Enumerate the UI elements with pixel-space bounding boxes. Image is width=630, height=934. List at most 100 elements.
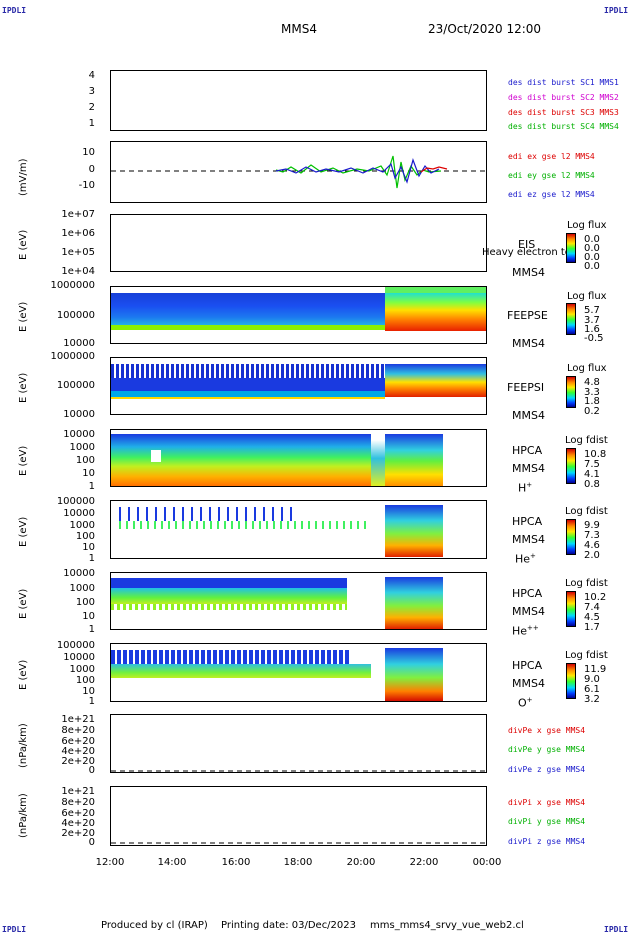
ytick: 100000 — [56, 310, 95, 321]
panel-hpca-he — [110, 500, 487, 559]
ytick: 3 — [88, 86, 95, 97]
ytick: 6e+20 — [61, 736, 95, 747]
ylabel-hpca-o: E (eV) — [18, 659, 29, 690]
sc-hpca-o: MMS4 — [512, 677, 545, 690]
colorbar-hpca-h — [566, 448, 576, 484]
panel-feepsi — [110, 357, 487, 415]
cbar-title-hpca-he: Log fdist — [565, 506, 608, 517]
ytick: 1000 — [69, 442, 95, 453]
legend-divpi-y: divPi y gse MMS4 — [508, 817, 586, 826]
xtick: 14:00 — [157, 857, 187, 868]
ytick: 4e+20 — [61, 746, 95, 757]
cbar-value: 5.7 — [584, 305, 600, 316]
legend-edi-ex: edi ex gse l2 MMS4 — [508, 152, 595, 161]
hpca-hepp-spectro-active — [385, 577, 443, 629]
instrument-hpca-o: HPCA — [512, 659, 543, 672]
ytick: 4e+20 — [61, 818, 95, 829]
sc-hpca-h: MMS4 — [512, 462, 545, 475]
ytick: 1 — [88, 624, 95, 635]
panel-eis — [110, 214, 487, 272]
corner-label-tl: IPDLI — [2, 6, 27, 15]
feepse-band — [111, 325, 385, 330]
panel-divpi — [110, 786, 487, 846]
cbar-value: 0.8 — [584, 479, 600, 490]
ylabel-divpi: (nPa/km) — [18, 793, 29, 838]
xtick: 12:00 — [95, 857, 125, 868]
instrument-hpca-hepp: HPCA — [512, 587, 543, 600]
ytick: 1e+21 — [61, 714, 95, 725]
sc-hpca-he: MMS4 — [512, 533, 545, 546]
edi-ey-trace — [275, 155, 442, 189]
instrument-feepse: FEEPSE — [507, 309, 548, 322]
legend-des-sc1: des dist burst SC1 MMS1 — [508, 78, 619, 87]
legend-edi-ez: edi ez gse l2 MMS4 — [508, 190, 595, 199]
legend-divpe-x: divPe x gse MMS4 — [508, 726, 586, 735]
ytick: 100000 — [56, 496, 95, 507]
edi-ex-trace — [420, 166, 448, 173]
ytick: 2e+20 — [61, 756, 95, 767]
ytick: 1e+21 — [61, 786, 95, 797]
corner-label-bl: IPDLI — [2, 925, 27, 934]
cbar-value: 4.6 — [584, 540, 600, 551]
ytick: 100000 — [56, 640, 95, 651]
ytick: 10000 — [63, 568, 95, 579]
legend-divpi-x: divPi x gse MMS4 — [508, 798, 586, 807]
cbar-value: 4.1 — [584, 469, 600, 480]
ytick: 1000000 — [50, 351, 95, 362]
ytick: 6e+20 — [61, 808, 95, 819]
edi-ez-trace — [275, 158, 440, 184]
cbar-value: 4.5 — [584, 612, 600, 623]
colorbar-feepse — [566, 303, 576, 335]
corner-label-br: IPDLI — [604, 925, 629, 934]
cbar-value: 9.0 — [584, 674, 600, 685]
sc-feepse: MMS4 — [512, 337, 545, 350]
legend-des-sc2: des dist burst SC2 MMS2 — [508, 93, 619, 102]
spacecraft-title: MMS4 — [281, 22, 317, 36]
ytick: 1 — [88, 696, 95, 707]
panel-hpca-hepp — [110, 572, 487, 630]
ytick: 100 — [75, 455, 95, 466]
cbar-value: 2.0 — [584, 550, 600, 561]
cbar-value: 1.6 — [584, 324, 600, 335]
cbar-value: 7.5 — [584, 459, 600, 470]
ytick: 4 — [88, 70, 95, 81]
ytick: 8e+20 — [61, 725, 95, 736]
ytick: 10 — [82, 542, 95, 553]
footer-produced-by: Produced by cl (IRAP) — [101, 920, 208, 931]
cbar-value: 0.2 — [584, 406, 600, 417]
sc-eis: MMS4 — [512, 266, 545, 279]
ylabel-hpca-hepp: E (eV) — [18, 588, 29, 619]
colorbar-hpca-he — [566, 519, 576, 555]
cbar-value: 1.8 — [584, 396, 600, 407]
cbar-value: 7.3 — [584, 530, 600, 541]
colorbar-hpca-o — [566, 663, 576, 699]
ytick: 10 — [82, 147, 95, 158]
ylabel-edi: (mV/m) — [18, 158, 29, 197]
ylabel-feepse: E (eV) — [18, 301, 29, 332]
hpca-hepp-spectro-main — [111, 578, 347, 588]
panel-des-burst — [110, 70, 487, 131]
ytick: 0 — [88, 765, 95, 776]
feepse-spectro-active — [385, 293, 486, 331]
ytick: 10 — [82, 611, 95, 622]
panel-hpca-h — [110, 429, 487, 487]
overlay-eis: Heavy electron to — [482, 247, 571, 258]
ytick: 1e+05 — [61, 247, 95, 258]
ytick: 0 — [88, 837, 95, 848]
cbar-value: 3.7 — [584, 315, 600, 326]
ytick: 1000 — [69, 664, 95, 675]
cbar-value: 10.8 — [584, 449, 607, 460]
ytick: 100 — [75, 675, 95, 686]
ylabel-feepsi: E (eV) — [18, 372, 29, 403]
cbar-title-feepse: Log flux — [567, 291, 607, 302]
cbar-title-hpca-h: Log fdist — [565, 435, 608, 446]
xtick: 18:00 — [283, 857, 313, 868]
corner-label-tr: IPDLI — [604, 6, 629, 15]
species-hpca-o: O+ — [518, 696, 533, 710]
ytick: -10 — [78, 180, 95, 191]
ytick: 100000 — [56, 380, 95, 391]
feepse-spectro-quiet — [111, 293, 385, 325]
panel-divpe — [110, 714, 487, 773]
sc-hpca-hepp: MMS4 — [512, 605, 545, 618]
instrument-hpca-he: HPCA — [512, 515, 543, 528]
